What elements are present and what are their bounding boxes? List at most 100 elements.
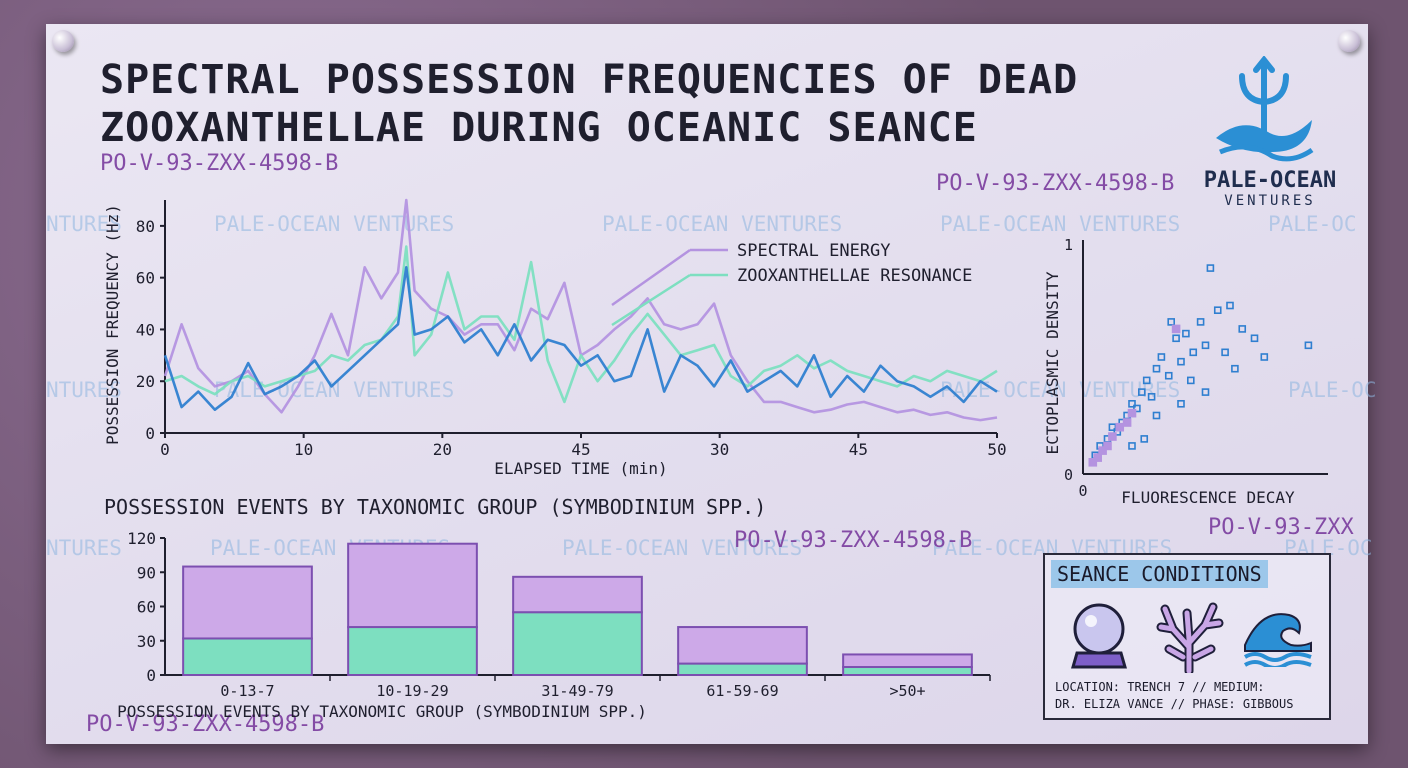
y-tick-label: 30 [137, 632, 156, 651]
series-line-3 [163, 266, 998, 411]
x-axis-label: ELAPSED TIME (min) [494, 459, 667, 478]
coral-icon [1156, 602, 1224, 673]
scatter-point [1213, 306, 1222, 315]
scatter-point [1167, 318, 1175, 326]
y-tick-label: 80 [136, 217, 155, 236]
x-axis-label: POSSESSION EVENTS BY TAXONOMIC GROUP (SY… [117, 702, 647, 721]
scatter-point [1206, 264, 1215, 272]
y-tick-label: 90 [137, 563, 156, 582]
scatter-point [1157, 353, 1166, 361]
scatter-point [1182, 329, 1190, 338]
specimen-code: PO-V-93-ZXX-4598-B [100, 151, 339, 176]
scatter-point [1172, 334, 1180, 343]
y-axis-label: POSSESSION FREQUENCY (Hz) [103, 204, 122, 445]
scatter-point [1108, 432, 1117, 441]
scatter-point [1133, 404, 1141, 413]
scatter-point [1140, 435, 1149, 443]
pushpin-icon [52, 30, 74, 52]
specimen-code: PO-V-93-ZXX-4598-B [86, 712, 325, 737]
scatter-point [1088, 457, 1098, 467]
conditions-line-1: LOCATION: TRENCH 7 // MEDIUM: [1055, 680, 1265, 694]
scatter-point [1221, 348, 1229, 357]
x-tick-label: 45 [571, 440, 590, 459]
scatter-point [1127, 408, 1137, 418]
pushpin-icon [1338, 30, 1360, 52]
bar-segment [182, 565, 313, 640]
bar-segment [347, 626, 478, 676]
bar-segment [677, 626, 808, 665]
crystal-ball-icon [1071, 603, 1127, 669]
scatter-point [1152, 364, 1161, 373]
scatter-point [1128, 442, 1136, 450]
bar-segment [677, 662, 808, 676]
bar-segment [842, 666, 973, 677]
scatter-point [1115, 422, 1125, 432]
legend-label: ZOOXANTHELLAE RESONANCE [737, 266, 972, 286]
scatter-point [1103, 441, 1112, 451]
seance-conditions-title: SEANCE CONDITIONS [1051, 560, 1268, 588]
page-title: SPECTRAL POSSESSION FREQUENCIES OF DEAD … [100, 56, 1078, 152]
x-tick-label: 10-19-29 [376, 682, 448, 700]
watermark: NTURES [46, 212, 122, 236]
x-tick-label: 50 [987, 440, 1006, 459]
watermark: PALE-OCEAN VENTURES [940, 212, 1181, 236]
scatter-point [1304, 341, 1313, 350]
bar-segment [347, 542, 478, 629]
y-tick-label: 120 [127, 529, 156, 548]
y-tick-label: 0 [145, 424, 155, 443]
watermark: PALE-OC [1268, 212, 1357, 236]
x-tick-label: >50+ [889, 682, 925, 700]
scatter-point [1196, 318, 1205, 326]
seance-conditions-text: LOCATION: TRENCH 7 // MEDIUM: DR. ELIZA … [1055, 679, 1293, 713]
x-tick-label: 10 [294, 440, 313, 459]
scatter-point [1152, 411, 1161, 420]
watermark: PALE-OC [1288, 378, 1377, 402]
scatter-point [1201, 341, 1210, 350]
specimen-code: PO-V-93-ZXX-4598-B [936, 171, 1175, 196]
brand-name: PALE-OCEAN [1203, 168, 1337, 193]
series-line-2 [164, 245, 998, 404]
bar-segment [842, 653, 973, 669]
y-tick-label: 60 [136, 269, 155, 288]
conditions-line-2: DR. ELIZA VANCE // PHASE: GIBBOUS [1055, 697, 1294, 711]
seance-conditions-panel: SEANCE CONDITIONS LOCATION: TRENCH 7 // … [1043, 553, 1331, 720]
scatter-point [1128, 399, 1136, 408]
bar-segment [182, 637, 313, 677]
y-axis-label: ECTOPLASMIC DENSITY [1043, 271, 1062, 454]
x-tick-label: 31-49-79 [541, 682, 613, 700]
scatter-point [1171, 324, 1181, 334]
x-tick-label: 0 [1078, 482, 1087, 500]
x-tick-label: 0 [160, 440, 170, 459]
watermark: PALE-OCEAN VENTURES [214, 378, 455, 402]
scatter-point [1142, 376, 1151, 385]
specimen-code: PO-V-93-ZXX [1208, 515, 1354, 540]
brand-sub: VENTURES [1224, 193, 1316, 209]
scatter-point [1098, 446, 1107, 455]
scatter-point [1138, 388, 1146, 396]
x-tick-label: 61-59-69 [706, 682, 778, 700]
y-tick-label: 0 [1064, 466, 1073, 484]
scatter-point [1231, 364, 1239, 373]
legend-leader [611, 248, 691, 307]
title-line-2: ZOOXANTHELLAE DURING OCEANIC SEANCE [100, 105, 978, 151]
y-tick-label: 1 [1064, 236, 1073, 254]
watermark: PALE-OCEAN VENTURES [602, 212, 843, 236]
specimen-code: PO-V-93-ZXX-4598-B [734, 528, 973, 553]
watermark: NTURES [46, 378, 122, 402]
y-tick-label: 0 [146, 666, 156, 685]
x-tick-label: 0-13-7 [220, 682, 274, 700]
trident-wave-icon [1216, 56, 1314, 162]
bar-chart-title: POSSESSION EVENTS BY TAXONOMIC GROUP (SY… [104, 495, 767, 519]
scatter-point [1108, 423, 1117, 432]
scatter-point [1164, 371, 1173, 380]
y-tick-label: 60 [137, 598, 156, 617]
x-tick-label: 30 [710, 440, 729, 459]
legend-label: SPECTRAL ENERGY [737, 241, 891, 261]
scatter-point [1147, 392, 1156, 401]
scatter-point [1122, 418, 1132, 427]
title-line-1: SPECTRAL POSSESSION FREQUENCIES OF DEAD [100, 57, 1079, 103]
x-axis-label: FLUORESCENCE DECAY [1121, 488, 1295, 507]
bar-segment [512, 611, 643, 676]
